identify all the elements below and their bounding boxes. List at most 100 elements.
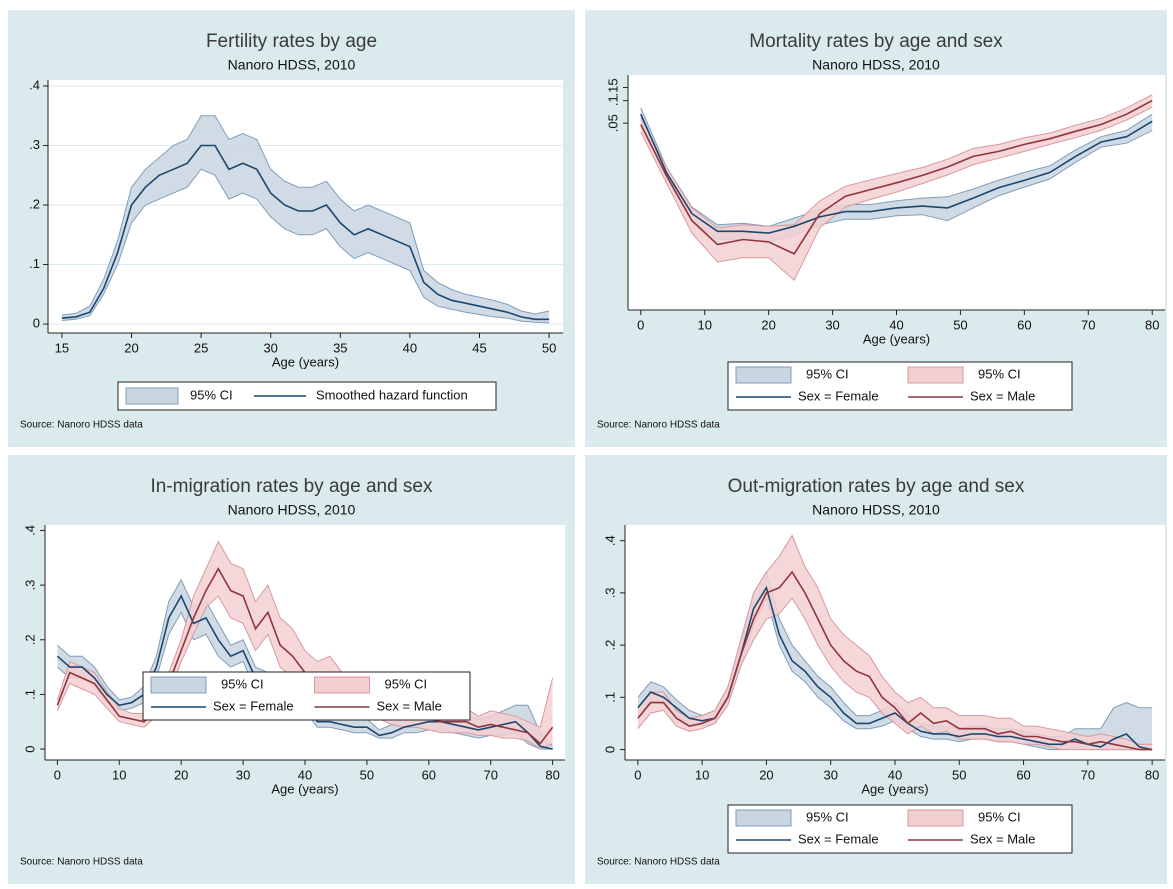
- chart-title: In-migration rates by age and sex: [151, 476, 433, 497]
- x-tick-label: 10: [697, 317, 711, 332]
- x-tick-label: 35: [333, 340, 347, 355]
- series-line: [61, 144, 550, 321]
- legend-swatch: [314, 676, 370, 694]
- chart-title: Out-migration rates by age and sex: [728, 476, 1025, 497]
- y-tick-label: .1: [22, 689, 37, 700]
- ci-lower-edge: [61, 168, 550, 324]
- ci-upper-edge: [640, 94, 1153, 229]
- legend-label: Sex = Male: [970, 388, 1035, 403]
- ci-upper-edge: [637, 534, 1153, 745]
- x-tick-label: 40: [888, 767, 902, 782]
- legend-swatch: [125, 387, 179, 405]
- ci-band: [640, 107, 1153, 242]
- x-tick-label: 60: [1017, 317, 1031, 332]
- x-tick-label: 80: [545, 767, 559, 782]
- y-tick-label: .3: [22, 580, 37, 591]
- x-axis-label: Age (years): [272, 354, 339, 369]
- legend-label: 95% CI: [806, 366, 849, 381]
- x-tick-label: 10: [695, 767, 709, 782]
- source-note: Source: Nanoro HDSS data: [20, 420, 143, 431]
- ci-upper-edge: [61, 115, 550, 316]
- chart-subtitle: Nanoro HDSS, 2010: [812, 57, 940, 73]
- x-tick-label: 30: [236, 767, 250, 782]
- x-tick-label: 20: [124, 340, 138, 355]
- y-tick-label: .2: [29, 196, 40, 211]
- chart-subtitle: Nanoro HDSS, 2010: [812, 502, 940, 518]
- x-tick-label: 60: [1016, 767, 1030, 782]
- x-tick-label: 10: [112, 767, 126, 782]
- y-tick-label: .4: [22, 525, 37, 536]
- legend-label: Sex = Male: [970, 831, 1035, 846]
- y-tick-label: .1: [29, 256, 40, 271]
- legend-label: Sex = Female: [798, 831, 879, 846]
- legend-swatch: [907, 809, 964, 827]
- legend-label: 95% CI: [978, 809, 1021, 824]
- x-axis-label: Age (years): [861, 781, 928, 796]
- y-tick-label: 0: [33, 316, 40, 331]
- legend-swatch: [907, 366, 964, 384]
- legend-label: 95% CI: [221, 676, 264, 691]
- x-tick-label: 40: [403, 340, 417, 355]
- legend-label: 95% CI: [806, 809, 849, 824]
- x-tick-label: 0: [634, 767, 641, 782]
- ci-lower-edge: [637, 597, 1153, 751]
- x-tick-label: 15: [55, 340, 69, 355]
- series-line: [640, 99, 1153, 255]
- y-tick-label: .4: [29, 77, 40, 92]
- legend-label: Sex = Male: [377, 698, 442, 713]
- legend-label: 95% CI: [190, 387, 233, 402]
- x-tick-label: 0: [637, 317, 644, 332]
- x-tick-label: 20: [174, 767, 188, 782]
- x-tick-label: 80: [1145, 767, 1159, 782]
- y-tick-label: .2: [22, 634, 37, 645]
- ci-upper-edge: [640, 107, 1153, 227]
- chart-title: Fertility rates by age: [206, 31, 377, 52]
- x-tick-label: 25: [194, 340, 208, 355]
- legend-label: Sex = Female: [213, 698, 294, 713]
- x-tick-label: 30: [823, 767, 837, 782]
- x-tick-label: 45: [472, 340, 486, 355]
- series-line: [637, 570, 1153, 751]
- legend-swatch: [735, 809, 792, 827]
- y-tick-label: .4: [602, 535, 617, 546]
- source-note: Source: Nanoro HDSS data: [597, 420, 720, 431]
- x-axis-label: Age (years): [863, 331, 930, 346]
- x-tick-label: 0: [54, 767, 61, 782]
- legend-label: Sex = Female: [798, 388, 879, 403]
- chart-subtitle: Nanoro HDSS, 2010: [228, 502, 356, 518]
- legend-swatch: [735, 366, 792, 384]
- x-tick-label: 70: [483, 767, 497, 782]
- source-note: Source: Nanoro HDSS data: [597, 857, 720, 868]
- x-tick-label: 40: [889, 317, 903, 332]
- x-axis-label: Age (years): [271, 781, 338, 796]
- x-tick-label: 60: [422, 767, 436, 782]
- x-tick-label: 50: [542, 340, 556, 355]
- x-tick-label: 70: [1081, 317, 1095, 332]
- legend-box: [117, 381, 497, 411]
- legend-label: 95% CI: [385, 676, 428, 691]
- source-note: Source: Nanoro HDSS data: [20, 857, 143, 868]
- y-tick-label: .1: [605, 95, 620, 106]
- x-tick-label: 50: [360, 767, 374, 782]
- y-tick-label: 0: [22, 745, 37, 752]
- y-tick-label: .05: [605, 114, 620, 132]
- y-tick-label: .1: [602, 692, 617, 703]
- y-tick-label: .2: [602, 640, 617, 651]
- series-line: [640, 113, 1153, 234]
- legend-label: Smoothed hazard function: [316, 387, 468, 402]
- x-tick-label: 80: [1145, 317, 1159, 332]
- x-tick-label: 30: [825, 317, 839, 332]
- ci-lower-edge: [640, 106, 1153, 282]
- y-tick-label: 0: [602, 746, 617, 753]
- y-tick-label: .3: [29, 137, 40, 152]
- ci-band: [61, 115, 550, 323]
- y-tick-label: .3: [602, 587, 617, 598]
- x-tick-label: 30: [263, 340, 277, 355]
- y-tick-label: .15: [605, 78, 620, 96]
- x-tick-label: 20: [761, 317, 775, 332]
- chart-title: Mortality rates by age and sex: [749, 31, 1003, 52]
- ci-band: [57, 541, 553, 750]
- x-tick-label: 70: [1081, 767, 1095, 782]
- legend-label: 95% CI: [978, 366, 1021, 381]
